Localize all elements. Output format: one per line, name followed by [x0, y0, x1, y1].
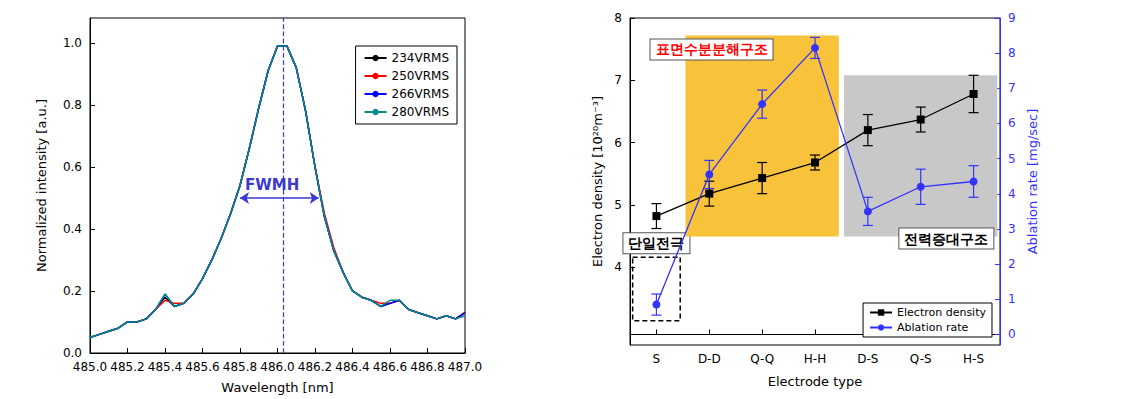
svg-text:5: 5 [614, 198, 622, 212]
svg-text:486.8: 486.8 [410, 360, 444, 374]
svg-text:H-H: H-H [804, 352, 826, 366]
svg-text:6: 6 [1008, 116, 1016, 130]
svg-text:1.0: 1.0 [63, 36, 82, 50]
svg-text:단일전극: 단일전극 [628, 235, 684, 251]
svg-text:Ablation rate: Ablation rate [897, 321, 968, 334]
svg-text:1: 1 [1008, 292, 1016, 306]
svg-text:FWMH: FWMH [245, 176, 299, 194]
svg-text:9: 9 [1008, 11, 1016, 25]
svg-text:6: 6 [614, 136, 622, 150]
svg-text:0.8: 0.8 [63, 98, 82, 112]
svg-text:D-D: D-D [698, 352, 721, 366]
svg-text:2: 2 [1008, 257, 1016, 271]
svg-text:Ablation rate [mg/sec]: Ablation rate [mg/sec] [1025, 109, 1040, 255]
svg-text:Q-S: Q-S [910, 352, 932, 366]
svg-text:4: 4 [614, 260, 622, 274]
svg-text:전력증대구조: 전력증대구조 [904, 231, 988, 247]
svg-text:S: S [653, 352, 661, 366]
svg-text:0.6: 0.6 [63, 160, 82, 174]
svg-text:280VRMS: 280VRMS [392, 105, 449, 119]
svg-text:486.2: 486.2 [298, 360, 332, 374]
svg-text:250VRMS: 250VRMS [392, 69, 449, 83]
svg-text:0.0: 0.0 [63, 346, 82, 360]
svg-text:266VRMS: 266VRMS [392, 87, 449, 101]
svg-text:486.0: 486.0 [260, 360, 294, 374]
svg-text:표면수분분해구조: 표면수분분해구조 [656, 41, 768, 57]
svg-text:Normalized intensity [a.u.]: Normalized intensity [a.u.] [34, 99, 49, 272]
svg-text:485.4: 485.4 [148, 360, 182, 374]
svg-text:0.4: 0.4 [63, 222, 82, 236]
svg-text:5: 5 [1008, 152, 1016, 166]
svg-text:485.6: 485.6 [185, 360, 219, 374]
svg-text:Electron density [10²⁰m⁻³]: Electron density [10²⁰m⁻³] [590, 96, 605, 267]
svg-text:234VRMS: 234VRMS [392, 51, 449, 65]
svg-text:0.2: 0.2 [63, 284, 82, 298]
svg-text:486.4: 486.4 [335, 360, 369, 374]
svg-text:486.6: 486.6 [373, 360, 407, 374]
svg-text:7: 7 [1008, 81, 1016, 95]
svg-text:8: 8 [614, 11, 622, 25]
svg-text:485.8: 485.8 [223, 360, 257, 374]
svg-text:487.0: 487.0 [448, 360, 482, 374]
svg-text:485.2: 485.2 [110, 360, 144, 374]
svg-text:Electrode type: Electrode type [768, 374, 863, 389]
svg-text:7: 7 [614, 73, 622, 87]
svg-text:0: 0 [1008, 327, 1016, 341]
svg-text:3: 3 [1008, 222, 1016, 236]
svg-text:H-S: H-S [963, 352, 984, 366]
svg-text:485.0: 485.0 [73, 360, 107, 374]
svg-text:Wavelength [nm]: Wavelength [nm] [221, 380, 333, 395]
svg-text:Q-Q: Q-Q [750, 352, 774, 366]
svg-text:4: 4 [1008, 187, 1016, 201]
svg-text:D-S: D-S [857, 352, 878, 366]
svg-text:8: 8 [1008, 46, 1016, 60]
svg-text:Electron density: Electron density [897, 306, 986, 319]
